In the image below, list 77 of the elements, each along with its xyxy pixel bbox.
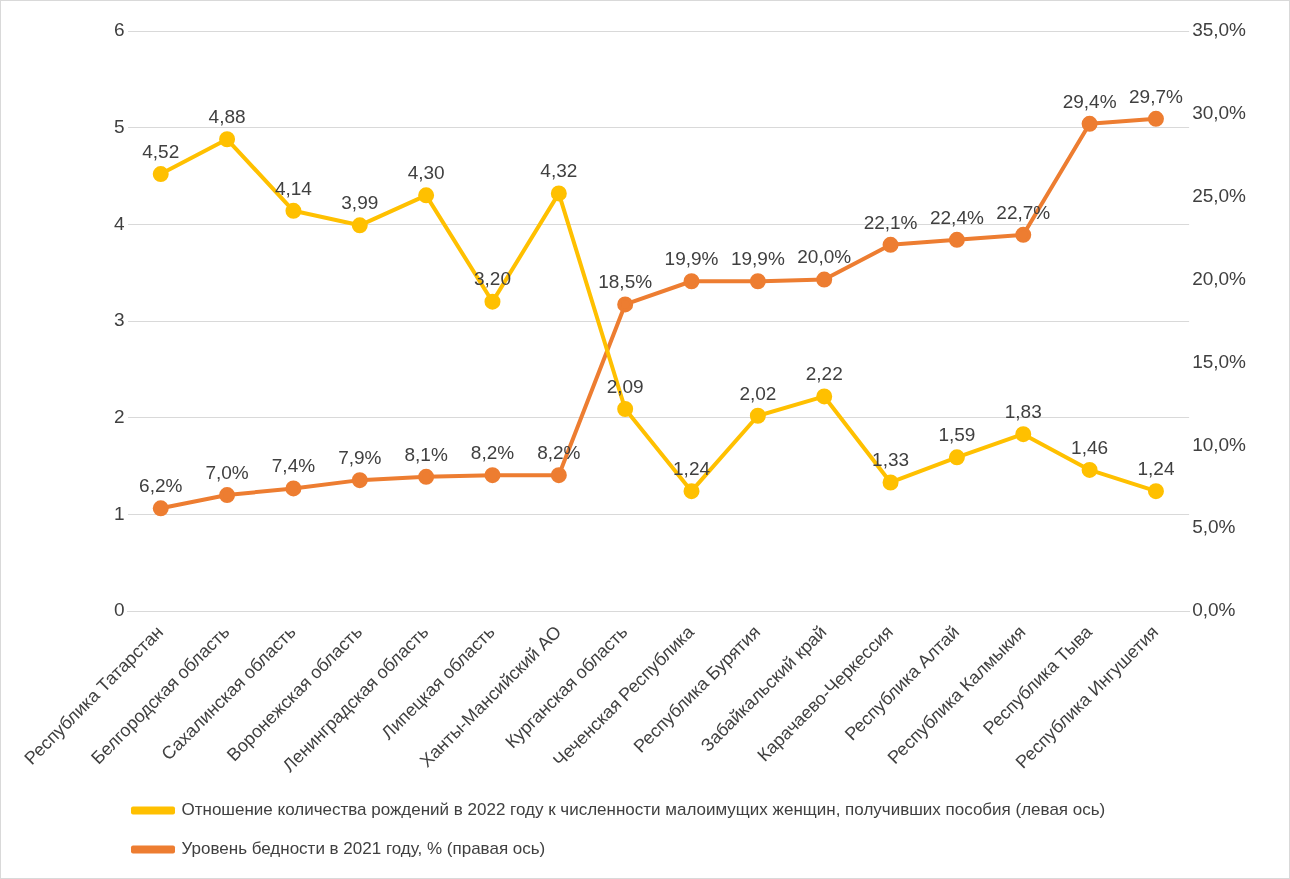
data-label: 22,4% — [929, 206, 984, 228]
y-tick-label: 2 — [113, 405, 125, 427]
data-label: 22,1% — [863, 211, 918, 233]
point — [285, 202, 302, 219]
data-label: 4,88 — [208, 106, 246, 128]
data-label: 19,9% — [730, 247, 785, 269]
y2-tick-label: 20,0% — [1192, 267, 1247, 289]
point — [1015, 226, 1032, 243]
data-label: 2,22 — [805, 363, 843, 385]
point — [683, 273, 700, 290]
y2-tick-label: 25,0% — [1192, 184, 1247, 206]
data-label: 20,0% — [797, 246, 852, 268]
data-label: 1,33 — [872, 449, 910, 471]
data-label: 1,59 — [938, 424, 976, 446]
point — [152, 500, 169, 517]
point — [1081, 461, 1098, 478]
point — [1015, 426, 1032, 443]
point — [1081, 115, 1098, 132]
point — [351, 217, 368, 234]
data-label: 1,46 — [1071, 436, 1109, 458]
y-tick-label: 3 — [113, 309, 125, 331]
point — [1147, 483, 1164, 500]
point — [351, 472, 368, 489]
y2-tick-label: 10,0% — [1192, 433, 1247, 455]
y2-tick-label: 5,0% — [1192, 516, 1236, 538]
data-label: 7,4% — [271, 455, 316, 477]
data-label: 8,2% — [470, 441, 515, 463]
point — [882, 474, 899, 491]
point — [816, 388, 833, 405]
y2-tick-label: 35,0% — [1192, 19, 1247, 41]
data-label: 6,2% — [139, 475, 183, 497]
data-label: 4,52 — [142, 140, 180, 162]
data-label: 1,83 — [1004, 400, 1042, 422]
y2-tick-label: 30,0% — [1192, 102, 1247, 124]
point — [418, 468, 435, 485]
point — [285, 480, 302, 497]
point — [219, 487, 236, 504]
point — [219, 131, 236, 148]
y-tick-label: 5 — [113, 115, 125, 137]
point — [617, 296, 634, 313]
data-label: 2,02 — [739, 382, 777, 404]
data-label: 7,9% — [338, 446, 382, 468]
data-label: 1,24 — [1137, 457, 1175, 479]
legend-label: Отношение количества рождений в 2022 году к численности малоимущих женщин, получивших пособия (левая ось) — [181, 800, 1106, 820]
point — [1147, 110, 1164, 127]
data-label: 19,9% — [664, 247, 719, 269]
point — [550, 467, 567, 484]
point — [749, 273, 766, 290]
point — [617, 401, 634, 417]
data-label: 7,0% — [205, 461, 249, 483]
point — [948, 231, 965, 248]
point — [484, 467, 501, 484]
data-label: 4,32 — [540, 160, 578, 182]
point — [749, 407, 766, 424]
point — [816, 271, 833, 288]
y-tick-label: 0 — [113, 599, 125, 621]
point — [683, 483, 700, 500]
data-label: 18,5% — [598, 271, 653, 293]
data-label: 29,4% — [1062, 90, 1117, 112]
y2-tick-label: 0,0% — [1192, 599, 1236, 621]
data-label: 29,7% — [1129, 85, 1183, 107]
y-tick-label: 1 — [113, 502, 125, 524]
data-label: 4,30 — [407, 162, 445, 184]
point — [550, 185, 567, 202]
point — [484, 293, 501, 310]
data-label: 1,24 — [673, 457, 711, 479]
y-tick-label: 6 — [113, 19, 125, 41]
point — [948, 449, 965, 466]
y2-tick-label: 15,0% — [1192, 350, 1247, 372]
data-label: 8,1% — [404, 443, 448, 465]
data-label: 3,99 — [341, 192, 379, 214]
point — [882, 236, 899, 253]
y-tick-label: 4 — [113, 212, 125, 234]
point — [418, 187, 435, 204]
point — [152, 166, 169, 183]
data-label: 4,14 — [274, 177, 313, 199]
legend-label: Уровень бедности в 2021 году, % (правая ось) — [181, 839, 546, 859]
